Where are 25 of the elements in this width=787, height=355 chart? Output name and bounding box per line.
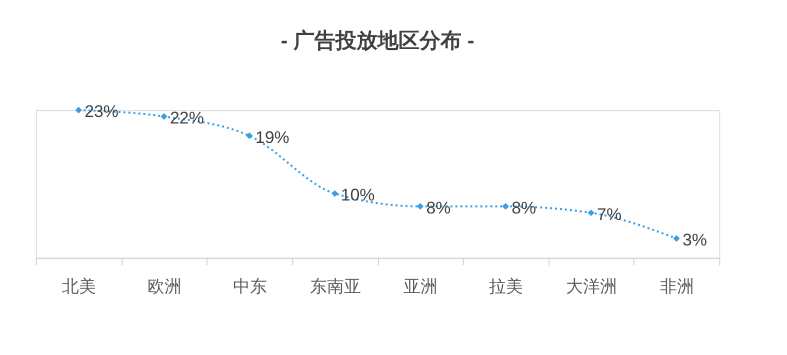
point [416,203,424,210]
x-tick-label: 大洋洲 [566,277,618,296]
data-label: 23% [84,102,119,122]
data-label: 7% [597,204,622,224]
x-tick-label: 拉美 [489,277,524,296]
data-label: 10% [340,186,375,205]
point [246,132,253,140]
point [588,209,594,216]
point [160,113,168,120]
point [673,235,680,242]
data-label: 22% [170,108,204,128]
point [502,203,509,210]
x-tick-label: 中东 [232,277,267,296]
x-tick-label: 非洲 [660,277,694,296]
chart-title: - 广告投放地区分布 - [280,28,474,52]
x-tick-label: 北美 [62,277,96,296]
data-label: 19% [255,128,290,147]
data-label: 8% [426,198,451,218]
x-tick-label: 东南亚 [310,277,361,296]
data-label: 8% [512,198,536,218]
point [331,190,338,197]
x-tick-label: 欧洲 [148,277,182,296]
x-tick-label: 亚洲 [404,277,438,296]
point [75,106,82,114]
data-label: 3% [682,230,707,250]
